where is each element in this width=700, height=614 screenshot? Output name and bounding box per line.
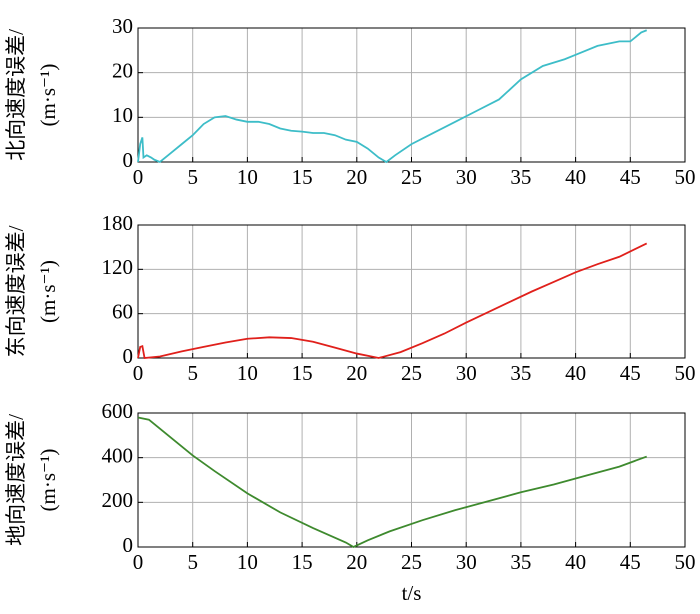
- x-tick-label: 15: [292, 165, 313, 189]
- x-tick-label: 0: [133, 550, 144, 574]
- x-tick-label: 10: [237, 165, 258, 189]
- line-series: [137, 29, 648, 164]
- plot-frame: [137, 412, 686, 548]
- x-tick-label: 10: [237, 361, 258, 385]
- x-tick-label: 50: [675, 550, 696, 574]
- y-tick-label: 200: [102, 488, 134, 512]
- y-tick-label: 400: [102, 443, 134, 467]
- y-axis-label: (m·s⁻¹): [36, 260, 60, 323]
- plot-frame: [137, 27, 686, 163]
- y-tick-label: 0: [123, 344, 134, 368]
- x-tick-label: 15: [292, 550, 313, 574]
- x-tick-label: 0: [133, 361, 144, 385]
- x-tick-label: 40: [565, 361, 586, 385]
- y-tick-label: 180: [102, 211, 134, 235]
- y-axis-label: 东向速度误差/: [4, 225, 28, 357]
- x-tick-label: 15: [292, 361, 313, 385]
- x-tick-label: 20: [346, 361, 367, 385]
- y-axis-label: (m·s⁻¹): [36, 449, 60, 512]
- x-tick-label: 5: [187, 550, 198, 574]
- x-tick-label: 45: [620, 165, 641, 189]
- y-tick-label: 20: [112, 58, 133, 82]
- x-tick-label: 20: [346, 550, 367, 574]
- y-axis-label: 地向速度误差/: [4, 414, 28, 546]
- y-tick-label: 10: [112, 103, 133, 127]
- x-tick-label: 50: [675, 165, 696, 189]
- x-tick-label: 0: [133, 165, 144, 189]
- x-tick-label: 30: [456, 550, 477, 574]
- x-tick-label: 20: [346, 165, 367, 189]
- y-axis-label: 北向速度误差/: [4, 29, 28, 161]
- x-tick-label: 25: [401, 165, 422, 189]
- y-tick-label: 60: [112, 299, 133, 323]
- x-tick-label: 5: [187, 361, 198, 385]
- line-series: [137, 416, 648, 549]
- y-tick-label: 0: [123, 148, 134, 172]
- x-tick-label: 25: [401, 550, 422, 574]
- y-tick-label: 0: [123, 533, 134, 557]
- x-tick-label: 35: [510, 361, 531, 385]
- x-tick-label: 5: [187, 165, 198, 189]
- x-tick-label: 40: [565, 550, 586, 574]
- x-tick-label: 10: [237, 550, 258, 574]
- x-axis-label: t/s: [402, 581, 422, 605]
- x-tick-label: 30: [456, 165, 477, 189]
- plot-frame: [137, 224, 686, 359]
- y-tick-label: 600: [102, 399, 134, 423]
- x-tick-label: 35: [510, 165, 531, 189]
- x-tick-label: 45: [620, 361, 641, 385]
- x-tick-label: 40: [565, 165, 586, 189]
- x-tick-label: 45: [620, 550, 641, 574]
- y-axis-label: (m·s⁻¹): [36, 64, 60, 127]
- x-tick-label: 50: [675, 361, 696, 385]
- y-tick-label: 120: [102, 255, 134, 279]
- line-series: [137, 242, 648, 359]
- y-tick-label: 30: [112, 14, 133, 38]
- x-tick-label: 25: [401, 361, 422, 385]
- x-tick-label: 30: [456, 361, 477, 385]
- x-tick-label: 35: [510, 550, 531, 574]
